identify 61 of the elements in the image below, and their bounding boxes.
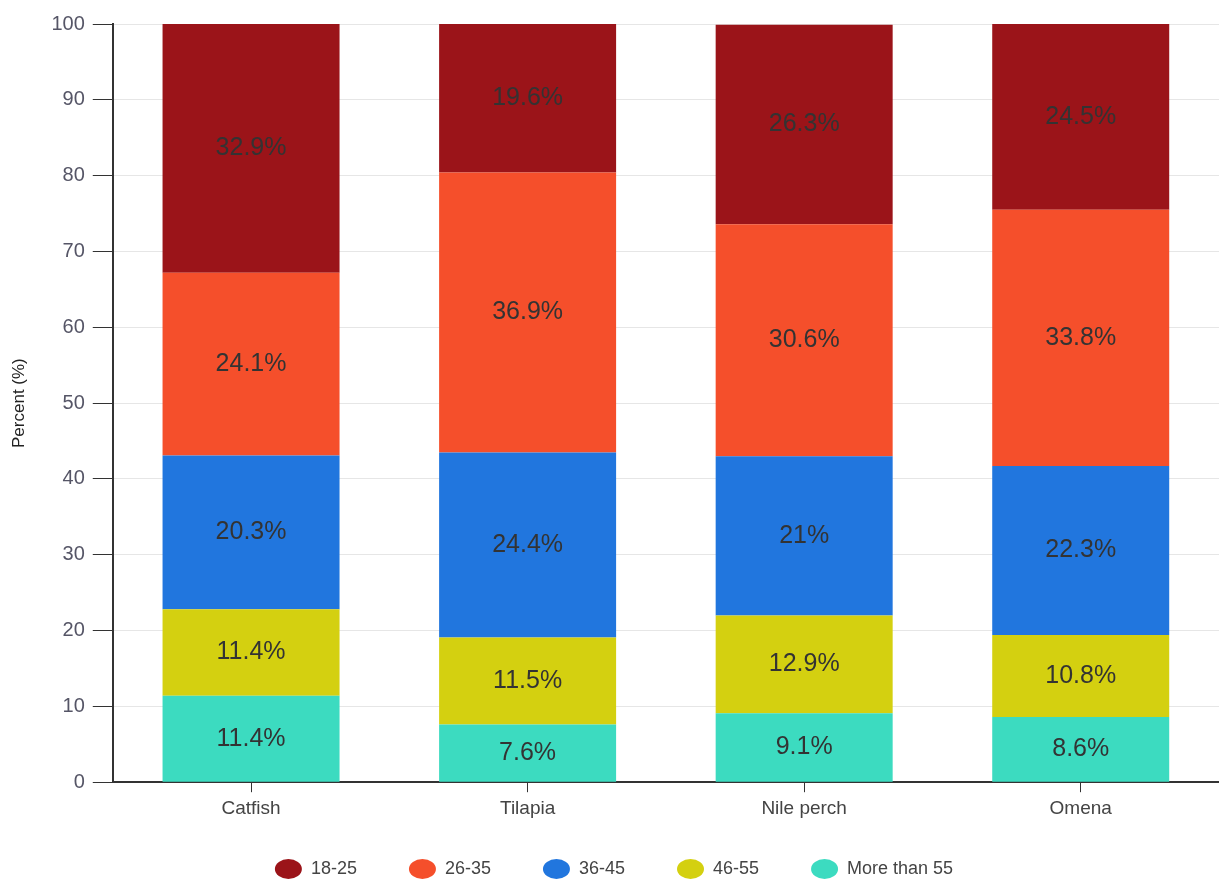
bar xyxy=(439,724,617,782)
bar xyxy=(715,456,893,616)
data-label: 24.4% xyxy=(492,528,564,557)
data-label: 30.6% xyxy=(768,324,840,353)
data-label: 24.1% xyxy=(215,347,287,376)
bar xyxy=(715,24,893,225)
bar xyxy=(162,609,340,696)
data-label: 11.4% xyxy=(216,722,286,751)
y-tick-label: 70 xyxy=(62,238,85,261)
y-tick-label: 80 xyxy=(62,163,85,186)
data-label: 9.1% xyxy=(775,731,833,760)
data-label: 12.9% xyxy=(768,648,840,677)
data-label: 11.4% xyxy=(216,636,286,665)
y-tick-label: 20 xyxy=(62,618,85,641)
data-label: 19.6% xyxy=(492,82,564,111)
bar xyxy=(439,24,617,173)
bar xyxy=(439,637,617,725)
legend-label: 36-45 xyxy=(578,857,626,878)
data-label: 32.9% xyxy=(215,131,287,160)
y-tick-label: 90 xyxy=(62,87,85,110)
data-label: 33.8% xyxy=(1045,321,1117,350)
bar xyxy=(992,466,1170,636)
data-label: 21% xyxy=(779,519,830,548)
bar xyxy=(992,717,1170,782)
bar xyxy=(992,209,1170,467)
y-tick-label: 50 xyxy=(62,390,85,413)
data-label: 7.6% xyxy=(499,737,557,766)
data-label: 20.3% xyxy=(215,516,287,545)
y-axis-title: Percent (%) xyxy=(8,358,28,448)
y-tick-label: 10 xyxy=(62,693,85,716)
bar xyxy=(439,172,617,453)
bar xyxy=(715,713,893,782)
y-tick-label: 0 xyxy=(73,769,85,792)
legend-label: 46-55 xyxy=(713,857,760,878)
data-label: 36.9% xyxy=(492,296,564,325)
legend-label: 26-35 xyxy=(444,857,491,878)
data-label: 24.5% xyxy=(1045,100,1117,129)
x-tick-label: Omena xyxy=(1049,796,1113,818)
legend-label: More than 55 xyxy=(847,857,954,878)
bar xyxy=(715,615,893,714)
data-label: 8.6% xyxy=(1052,733,1110,762)
bar xyxy=(992,635,1170,717)
y-tick-label: 30 xyxy=(62,542,85,565)
bar xyxy=(715,224,893,457)
x-tick-label: Nile perch xyxy=(761,796,847,818)
x-tick-label: Tilapia xyxy=(499,796,556,818)
x-tick-label: Catfish xyxy=(221,796,281,818)
y-tick-label: 100 xyxy=(51,11,85,34)
bar xyxy=(162,272,340,456)
bar xyxy=(992,24,1170,210)
bar xyxy=(439,452,617,638)
bar xyxy=(162,24,340,273)
y-tick-label: 40 xyxy=(62,466,85,489)
y-tick-label: 60 xyxy=(62,314,85,337)
bar xyxy=(162,455,340,610)
data-label: 22.3% xyxy=(1045,534,1117,563)
legend-label: 18-25 xyxy=(310,857,357,878)
data-label: 26.3% xyxy=(768,108,840,137)
bar xyxy=(162,695,340,782)
data-label: 11.5% xyxy=(493,664,563,693)
data-label: 10.8% xyxy=(1045,659,1117,688)
